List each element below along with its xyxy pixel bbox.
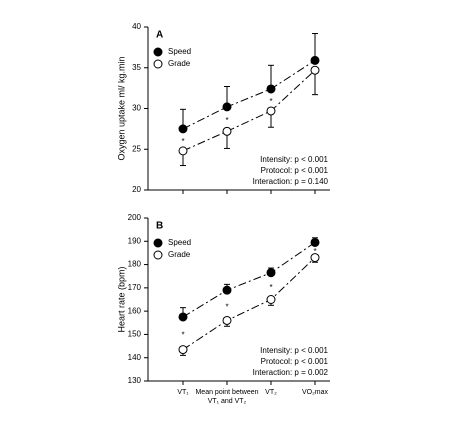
marker: [310, 237, 320, 247]
y-tick-label: 190: [128, 236, 142, 245]
legend-marker: [153, 250, 163, 260]
marker: [266, 84, 276, 94]
series-line: [182, 257, 316, 350]
marker: [178, 124, 188, 134]
significance-marker: *: [181, 137, 184, 146]
x-tick-label: VT₁: [177, 389, 189, 396]
y-tick-label: 170: [128, 283, 142, 292]
x-tick-label: Mean point between VT₁ and VT₂: [195, 389, 259, 405]
y-tick-label: 30: [132, 104, 141, 113]
legend-label: Grade: [168, 59, 191, 68]
legend-marker: [153, 59, 163, 69]
marker: [222, 102, 232, 112]
panel-label: B: [156, 221, 163, 232]
y-axis-label: Heart rate (bpm): [116, 266, 126, 332]
legend-label: Speed: [168, 47, 191, 56]
significance-marker: *: [225, 116, 228, 125]
stat-annotation: Intensity: p < 0.001: [260, 346, 328, 355]
x-tick-label: VT₂: [265, 389, 277, 396]
y-tick-label: 160: [128, 306, 142, 315]
marker: [178, 146, 188, 156]
significance-marker: *: [225, 302, 228, 311]
significance-marker: *: [313, 247, 316, 256]
y-tick-label: 200: [128, 213, 142, 222]
marker: [266, 268, 276, 278]
marker: [310, 253, 320, 263]
stat-annotation: Intensity: p < 0.001: [260, 155, 328, 164]
legend-marker: [153, 47, 163, 57]
marker: [266, 295, 276, 304]
y-tick-label: 180: [128, 260, 142, 269]
y-tick-label: 25: [132, 144, 141, 153]
marker: [178, 345, 188, 355]
significance-marker: *: [181, 330, 184, 339]
significance-marker: *: [269, 283, 272, 292]
legend-label: Speed: [168, 238, 191, 247]
marker: [310, 55, 320, 65]
x-tick-label: VO₂max: [301, 389, 329, 396]
series-line: [182, 69, 316, 152]
y-tick-label: 130: [128, 376, 142, 385]
panel-label: A: [156, 30, 163, 41]
legend-label: Grade: [168, 250, 191, 259]
marker: [266, 106, 276, 116]
y-tick-label: 20: [132, 185, 141, 194]
y-tick-label: 40: [132, 22, 141, 31]
marker: [222, 285, 232, 295]
legend-marker: [153, 238, 163, 248]
stat-annotation: Protocol: p < 0.001: [261, 166, 329, 175]
y-axis-label: Oxygen uptake ml/ kg.min: [116, 56, 126, 160]
significance-marker: *: [269, 97, 272, 106]
stat-annotation: Interaction: p = 0.140: [253, 177, 329, 186]
marker: [222, 315, 232, 325]
stat-annotation: Protocol: p < 0.001: [261, 357, 329, 366]
marker: [310, 65, 320, 75]
marker: [222, 126, 232, 136]
series-line: [182, 242, 316, 318]
y-tick-label: 150: [128, 330, 142, 339]
y-tick-label: 140: [128, 353, 142, 362]
series-line: [182, 59, 316, 130]
stat-annotation: Interaction: p = 0.002: [253, 368, 329, 377]
y-tick-label: 35: [132, 63, 141, 72]
marker: [178, 312, 188, 322]
